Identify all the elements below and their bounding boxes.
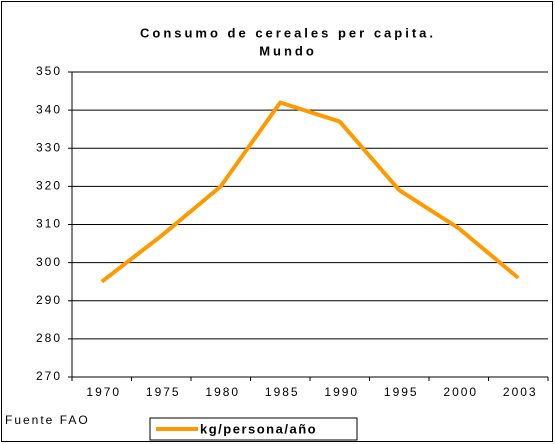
x-tick-label: 1970	[86, 385, 121, 399]
x-tick-label: 1985	[265, 385, 300, 399]
y-tick-label: 330	[36, 140, 62, 154]
y-tick-label: 280	[36, 331, 62, 345]
y-tick-label: 290	[36, 293, 62, 307]
legend-box	[149, 417, 358, 441]
x-tick-label: 1975	[146, 385, 181, 399]
y-tick-label: 340	[36, 102, 62, 116]
data-line	[100, 100, 520, 284]
y-tick-label: 310	[36, 217, 62, 231]
chart-subtitle: Mundo	[259, 43, 317, 58]
y-tick-label: 350	[36, 64, 62, 78]
legend-label: kg/persona/año	[200, 421, 317, 436]
x-tick-label: 1980	[205, 385, 240, 399]
y-tick-label: 300	[36, 255, 62, 269]
annotation: Fuente FAO	[5, 413, 90, 427]
x-tick-label: 1990	[324, 385, 359, 399]
x-tick-label: 1995	[384, 385, 419, 399]
y-tick-label: 320	[36, 179, 62, 193]
x-tick-label: 2000	[443, 385, 478, 399]
y-tick-label: 270	[36, 369, 62, 383]
x-tick-label: 2003	[503, 385, 538, 399]
chart-title: Consumo de cereales per capita.	[140, 25, 436, 40]
